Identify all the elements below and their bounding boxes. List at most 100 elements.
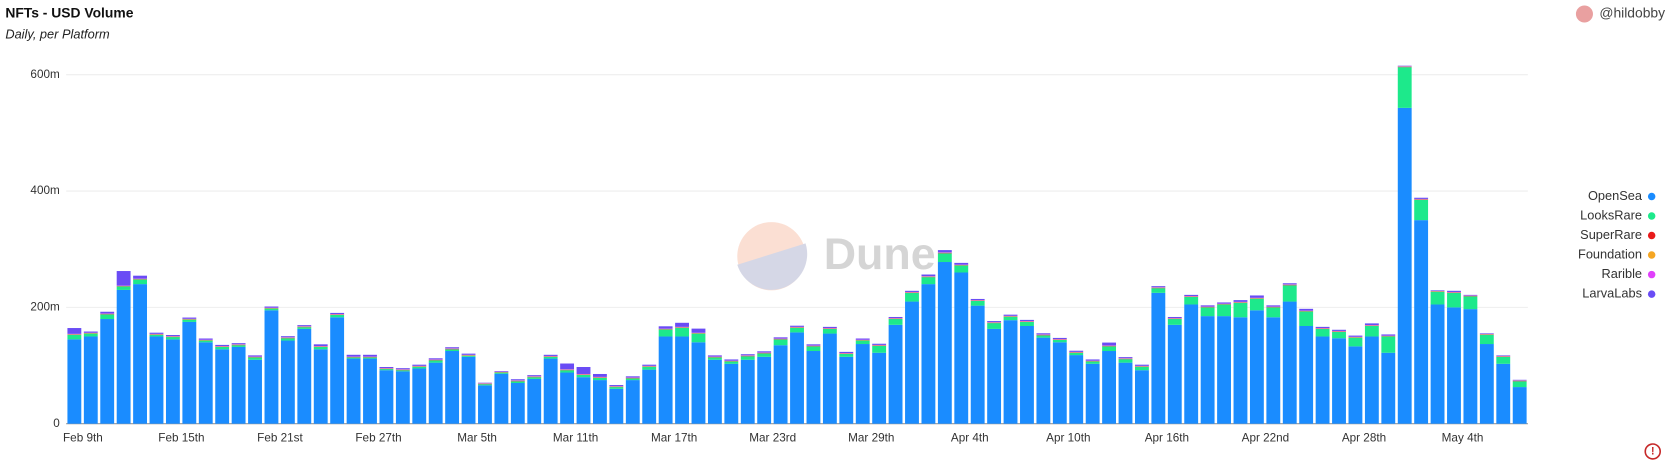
bar-segment <box>888 324 903 424</box>
bar-segment <box>675 322 689 327</box>
bar-segment <box>707 355 722 357</box>
bar-segment <box>1266 307 1281 318</box>
legend-label[interactable]: SuperRare <box>1580 227 1642 242</box>
bar-segment <box>1118 362 1133 424</box>
bar-segment <box>346 357 361 359</box>
bar-segment <box>1184 304 1199 424</box>
bar-segment <box>839 351 854 354</box>
bar-segment <box>1447 307 1461 424</box>
bar-segment <box>1200 316 1215 424</box>
bar-segment <box>1282 301 1297 424</box>
bar-segment <box>1299 311 1314 326</box>
legend-label[interactable]: LarvaLabs <box>1582 285 1642 300</box>
bar-segment <box>642 369 657 424</box>
bar-segment <box>872 343 887 345</box>
bar-segment <box>642 366 657 370</box>
bar-segment <box>248 359 262 424</box>
author[interactable]: @hildobby <box>1599 5 1665 21</box>
bar-segment <box>1069 355 1084 424</box>
bar-segment <box>1266 317 1281 424</box>
bar-segment <box>1151 292 1166 424</box>
bar-segment <box>1414 197 1429 199</box>
bar-segment <box>182 321 197 424</box>
bar-segment <box>560 363 575 370</box>
bar-segment <box>1463 296 1478 310</box>
bar-segment <box>937 262 952 424</box>
bar-segment <box>773 339 788 346</box>
bar-segment <box>560 370 575 373</box>
bar-segment <box>954 262 969 265</box>
legend-label[interactable]: LooksRare <box>1580 207 1642 222</box>
bar-segment <box>921 274 936 277</box>
legend-label[interactable]: Rarible <box>1602 266 1643 281</box>
bar-segment <box>1447 290 1461 292</box>
bar-segment <box>133 284 147 424</box>
bar-segment <box>264 310 279 424</box>
bar-segment <box>182 317 197 319</box>
bar-segment <box>412 368 427 424</box>
bar-segment <box>609 388 624 424</box>
bar-segment <box>1020 325 1034 424</box>
bar-segment <box>773 337 788 339</box>
bar-segment <box>1364 323 1379 326</box>
bar-segment <box>1036 335 1051 338</box>
bar-segment <box>1233 302 1248 318</box>
bar-segment <box>609 385 624 387</box>
bar-segment <box>445 349 460 352</box>
bar-segment <box>987 328 1002 424</box>
x-tick-label: Feb 9th <box>63 432 103 445</box>
bar-segment <box>445 351 460 424</box>
x-tick-label: Apr 4th <box>951 432 989 445</box>
legend-swatch <box>1647 251 1656 259</box>
bar-segment <box>330 317 345 424</box>
bar-segment <box>1332 329 1346 331</box>
bar-segment <box>806 344 821 346</box>
bar-segment <box>428 360 443 363</box>
bar-segment <box>149 332 164 334</box>
bar-segment <box>1299 325 1314 424</box>
bar-segment <box>1512 381 1527 388</box>
legend-label[interactable]: OpenSea <box>1588 188 1643 203</box>
bar-segment <box>757 351 772 353</box>
bar-segment <box>1282 285 1297 302</box>
bar-segment <box>1134 370 1149 424</box>
alert-icon[interactable] <box>1644 443 1661 460</box>
bar-segment <box>806 351 821 424</box>
bar-segment <box>806 346 821 352</box>
bar-segment <box>1266 305 1281 307</box>
bar-segment <box>1249 295 1264 298</box>
bar-segment <box>527 378 542 424</box>
bar-segment <box>691 333 706 343</box>
bar-segment <box>100 311 115 314</box>
bar-segment <box>954 272 969 424</box>
bar-segment <box>165 339 180 424</box>
bar-segment <box>428 362 443 424</box>
bar-segment <box>346 354 361 357</box>
bar-segment <box>67 339 82 424</box>
bar-segment <box>494 371 509 372</box>
bar-segment <box>280 340 295 424</box>
bar-segment <box>1233 300 1248 302</box>
bar-segment <box>363 354 377 357</box>
bar-segment <box>346 358 361 424</box>
bar-segment <box>593 373 607 377</box>
bar-segment <box>297 328 312 424</box>
watermark-logo <box>737 222 806 291</box>
bar-segment <box>1167 324 1182 424</box>
bar-segment <box>855 338 870 340</box>
bar-segment <box>724 361 739 364</box>
bar-segment <box>790 325 804 327</box>
bar-segment <box>165 337 180 340</box>
bar-segment <box>1118 359 1133 363</box>
bar-segment <box>445 347 460 349</box>
y-tick-label: 400m <box>30 184 59 197</box>
y-tick-label: 600m <box>30 68 59 81</box>
bar-segment <box>691 342 706 424</box>
bar-segment <box>543 356 558 359</box>
bar-segment <box>494 372 509 374</box>
legend-label[interactable]: Foundation <box>1578 246 1642 261</box>
bar-segment <box>707 357 722 360</box>
legend-swatch <box>1647 270 1656 279</box>
